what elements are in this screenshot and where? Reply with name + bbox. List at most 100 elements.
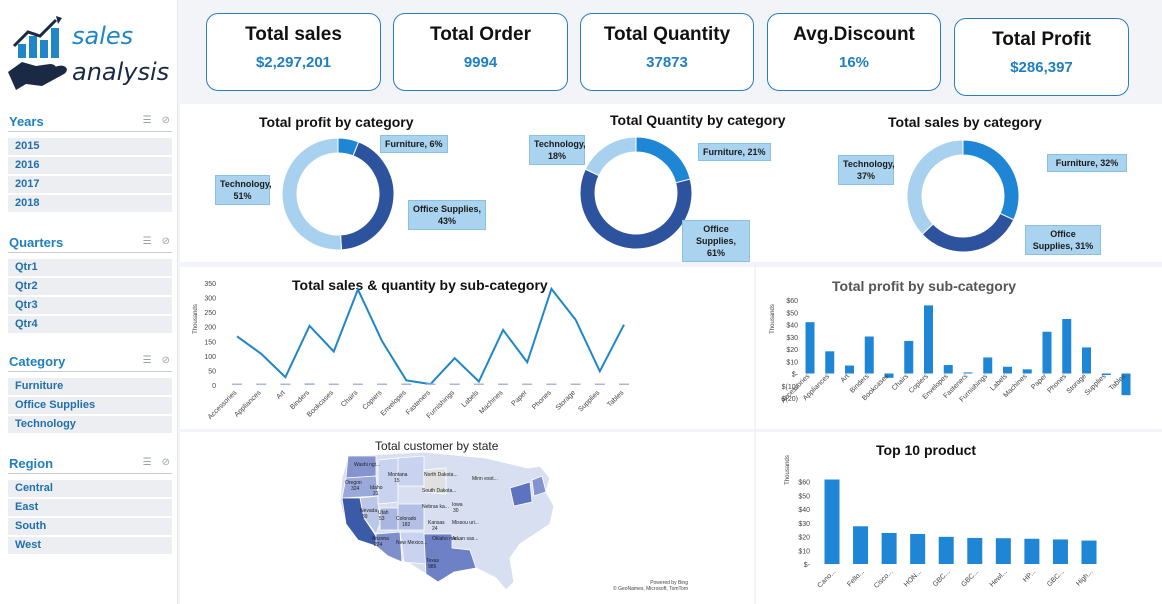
- state-label: Montana: [388, 472, 408, 478]
- y-tick-label: 350: [204, 281, 216, 288]
- chart-title-profit-subcategory: Total profit by sub-category: [832, 278, 1017, 294]
- state-label: Colorado: [396, 516, 417, 522]
- state-label: Iowa: [452, 502, 463, 508]
- y-tick-label: $60: [798, 480, 810, 487]
- quantity-bar: [352, 383, 363, 385]
- donut-slice: [584, 136, 637, 177]
- chart-title-profit-category: Total profit by category: [259, 114, 414, 130]
- chart-title-quantity-category: Total Quantity by category: [610, 112, 786, 128]
- x-tick-label: GBC...: [1046, 568, 1066, 588]
- slicer-items: 2015 2016 2017 2018: [8, 132, 172, 212]
- state-label: Kansas: [428, 520, 445, 526]
- chart-title-sales-quantity: Total sales & quantity by sub-category: [292, 277, 548, 293]
- x-tick-label: Paper: [1030, 372, 1049, 391]
- slicer-item-qtr1[interactable]: Qtr1: [8, 259, 172, 276]
- slicer-item-technology[interactable]: Technology: [8, 416, 172, 433]
- top-product-bar: [995, 538, 1011, 564]
- slicer-header: Category ☰ ⊘: [8, 352, 172, 372]
- state-label: North Dakota...: [424, 472, 458, 478]
- line-chart: 0 50 100 150 200 250 300 350 Thousands Accessorie…: [193, 281, 629, 421]
- sidebar: sales analysis Years ☰ ⊘ 2015 2016 2017 …: [0, 0, 178, 604]
- profit-bar: [1062, 318, 1072, 374]
- slicer-item-central[interactable]: Central: [8, 480, 172, 497]
- x-tick-label: HP...: [1022, 568, 1037, 583]
- clear-filter-icon[interactable]: ⊘: [161, 115, 170, 126]
- x-tick-label: Appliances: [233, 389, 263, 419]
- top-product-bar: [853, 526, 869, 564]
- multi-select-icon[interactable]: ☰: [142, 236, 152, 247]
- profit-bar: [825, 351, 835, 374]
- slicer-header: Quarters ☰ ⊘: [8, 233, 172, 253]
- multi-select-icon[interactable]: ☰: [142, 115, 152, 126]
- y-tick-label: 200: [204, 325, 216, 332]
- slicer-item-qtr4[interactable]: Qtr4: [8, 316, 172, 333]
- kpi-total-order: Total Order 9994: [393, 13, 568, 91]
- y-axis-label: Thousands: [193, 304, 199, 334]
- slicer-item-west[interactable]: West: [8, 537, 172, 554]
- quantity-bar: [425, 383, 436, 385]
- x-tick-label: Binders: [289, 389, 311, 411]
- callout-quantity-office: Office Supplies, 61%: [682, 220, 750, 262]
- donut-slice: [906, 139, 964, 236]
- slicer-item-east[interactable]: East: [8, 499, 172, 516]
- state-label: Utah: [378, 510, 389, 516]
- profit-bar: [1101, 373, 1111, 375]
- callout-quantity-technology: Technology, 18%: [529, 135, 586, 165]
- x-tick-label: Phones: [531, 389, 553, 411]
- kpi-total-profit: Total Profit $286,397: [954, 18, 1129, 96]
- slicer-item-furniture[interactable]: Furniture: [8, 378, 172, 395]
- clear-filter-icon[interactable]: ⊘: [161, 457, 170, 468]
- x-tick-label: Storage: [555, 389, 577, 411]
- profit-bar: [963, 372, 973, 374]
- clear-filter-icon[interactable]: ⊘: [161, 236, 170, 247]
- profit-bar: [1003, 366, 1012, 374]
- kpi-value: 16%: [838, 54, 870, 71]
- donut-slice: [281, 137, 343, 251]
- callout-quantity-furniture: Furniture, 21%: [698, 143, 771, 161]
- donut-slice: [921, 212, 1015, 253]
- multi-select-icon[interactable]: ☰: [142, 457, 152, 468]
- y-tick-label: $-: [792, 372, 799, 379]
- callout-sales-office: Office Supplies, 31%: [1025, 225, 1101, 255]
- profit-bar: [983, 357, 993, 374]
- slicer-icons: ☰ ⊘: [143, 236, 170, 247]
- slicer-item-2017[interactable]: 2017: [8, 176, 172, 193]
- slicer-item-2018[interactable]: 2018: [8, 195, 172, 212]
- state-value: 21: [373, 491, 379, 497]
- x-tick-label: Phones: [1046, 373, 1068, 395]
- multi-select-icon[interactable]: ☰: [142, 355, 152, 366]
- quantity-bar: [594, 383, 605, 385]
- slicer-icons: ☰ ⊘: [143, 355, 170, 366]
- y-tick-label: $20: [786, 347, 798, 354]
- quantity-bar: [570, 383, 581, 385]
- slicer-item-2016[interactable]: 2016: [8, 157, 172, 174]
- x-tick-label: Cisco...: [873, 568, 894, 589]
- slicer-item-qtr3[interactable]: Qtr3: [8, 297, 172, 314]
- top-product-bar: [1024, 538, 1040, 564]
- customer-map-panel: Total customer by state Washi ngt... Ore…: [180, 432, 754, 604]
- state-label: Texas: [426, 558, 440, 564]
- quantity-bar: [280, 383, 291, 385]
- slicer-item-office-supplies[interactable]: Office Supplies: [8, 397, 172, 414]
- slicer-region: Region ☰ ⊘ Central East South West: [8, 454, 172, 554]
- top-product-bar: [1052, 539, 1068, 564]
- profit-bar-chart: $60 $50 $40 $30 $20 $10 $- $(10) $(20) Thousands A…: [770, 298, 1131, 405]
- x-tick-label: Bookcases: [306, 389, 336, 419]
- state-label: Minn esot...: [472, 476, 498, 482]
- top-products-bar-chart: $60 $50 $40 $30 $20 $10 $- Thousands Cano... Fell…: [785, 455, 1097, 590]
- y-tick-label: 100: [204, 354, 216, 361]
- slicer-item-south[interactable]: South: [8, 518, 172, 535]
- y-tick-label: $60: [786, 298, 798, 305]
- kpi-label: Total Profit: [992, 29, 1091, 50]
- callout-profit-technology: Technology, 51%: [215, 175, 272, 205]
- x-tick-label: GBC...: [932, 568, 952, 588]
- sales-series-line: [236, 286, 625, 386]
- clear-filter-icon[interactable]: ⊘: [161, 355, 170, 366]
- slicer-item-2015[interactable]: 2015: [8, 138, 172, 155]
- us-map[interactable]: Washi ngt... Oregon 324 Idaho 21 Montana…: [180, 432, 754, 604]
- category-panel: Total profit by category Total Quantity …: [180, 104, 1162, 262]
- slicer-item-qtr2[interactable]: Qtr2: [8, 278, 172, 295]
- state-label: Idaho: [370, 485, 383, 491]
- state-label: Nebras ka...: [422, 504, 449, 510]
